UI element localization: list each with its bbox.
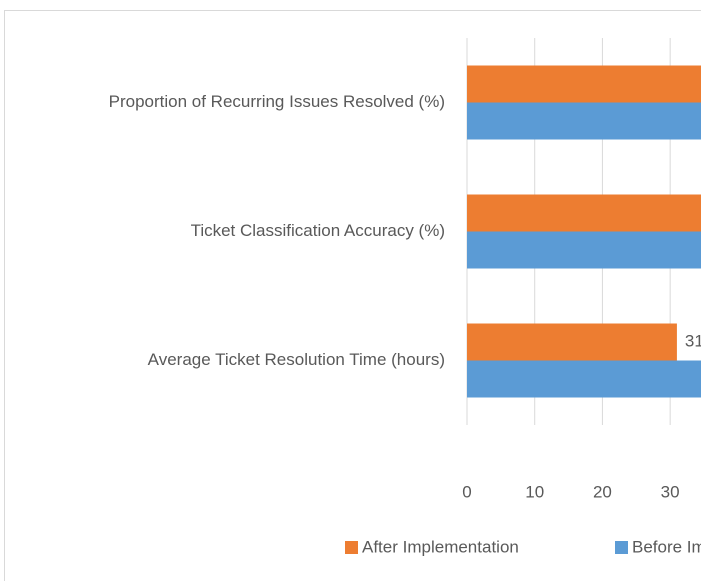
bar bbox=[467, 231, 701, 269]
bar bbox=[467, 323, 677, 361]
y-tick-label: Proportion of Recurring Issues Resolved … bbox=[109, 92, 445, 111]
x-tick-label: 10 bbox=[525, 482, 544, 501]
bar bbox=[467, 102, 701, 140]
x-tick-label: 0 bbox=[462, 482, 471, 501]
x-tick-label: 30 bbox=[661, 482, 680, 501]
bar bbox=[467, 65, 701, 103]
y-tick-label: Ticket Classification Accuracy (%) bbox=[191, 221, 445, 240]
legend-label: Before Implementation bbox=[632, 537, 701, 556]
legend-swatch bbox=[345, 541, 358, 554]
data-label: 31 bbox=[685, 331, 701, 350]
bar bbox=[467, 194, 701, 232]
chart-border bbox=[4, 10, 701, 581]
legend-label: After Implementation bbox=[362, 537, 519, 556]
y-tick-label: Average Ticket Resolution Time (hours) bbox=[148, 350, 445, 369]
legend-swatch bbox=[615, 541, 628, 554]
bar bbox=[467, 360, 701, 398]
x-tick-label: 20 bbox=[593, 482, 612, 501]
